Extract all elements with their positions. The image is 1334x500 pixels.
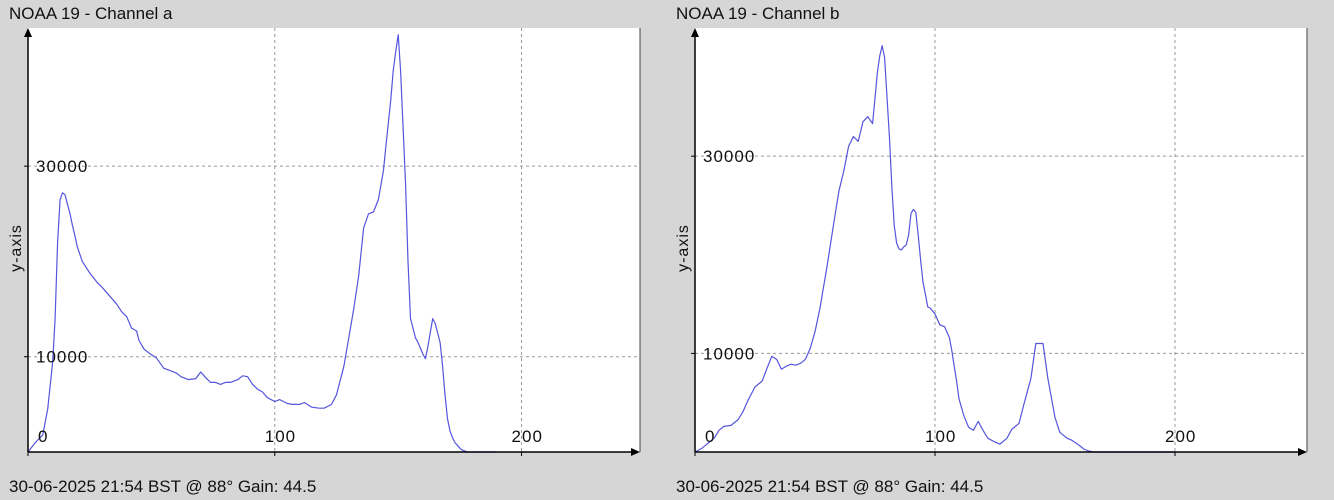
chart-title: NOAA 19 - Channel b: [676, 4, 840, 23]
chart-title: NOAA 19 - Channel a: [9, 4, 173, 23]
channel-a-panel: NOAA 19 - Channel a 0 100 200 10000 30000 y-…: [8, 4, 641, 496]
y-axis-label: y-axis: [675, 224, 692, 272]
y-axis-arrow: [691, 28, 699, 37]
y-tick-label: 10000: [36, 348, 88, 367]
timestamp-footer: 30-06-2025 21:54 BST @ 88° Gain: 44.5: [676, 477, 984, 496]
channel-b-panel: NOAA 19 - Channel b 0 100 200 10000 30000 y-…: [667, 0, 1334, 500]
y-tick-label: 30000: [703, 147, 755, 166]
plot-area: [28, 28, 640, 452]
x-axis-arrow: [631, 448, 640, 456]
series-line: [27, 34, 497, 453]
x-tick-label: 0: [705, 427, 715, 446]
x-tick-label: 0: [38, 427, 48, 446]
plot-area: [695, 28, 1307, 452]
x-axis-arrow: [1298, 448, 1307, 456]
timestamp-footer: 30-06-2025 21:54 BST @ 88° Gain: 44.5: [9, 477, 317, 496]
y-tick-label: 30000: [36, 157, 88, 176]
x-tick-label: 200: [512, 427, 543, 446]
x-tick-label: 100: [265, 427, 296, 446]
channel-b-plot: 0 100 200 10000 30000: [691, 28, 1308, 456]
channel-a-plot: 0 100 200 10000 30000: [24, 28, 641, 456]
y-axis-label: y-axis: [8, 224, 25, 272]
x-tick-label: 200: [1165, 427, 1196, 446]
y-axis-arrow: [24, 28, 32, 37]
y-tick-label: 10000: [703, 344, 755, 363]
x-tick-label: 100: [925, 427, 956, 446]
